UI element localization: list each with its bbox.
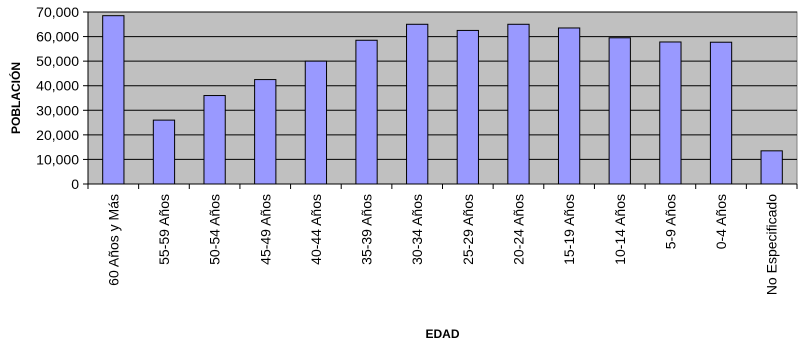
x-tick-label: No Especificado: [764, 194, 780, 295]
plot-area: [87, 11, 798, 185]
y-tick-label: 70,000: [36, 4, 79, 20]
bar: [709, 41, 733, 185]
bars: [102, 15, 783, 185]
y-tick-label: 50,000: [36, 53, 79, 69]
bar: [152, 119, 176, 185]
x-tick-label: 60 Años y Más: [105, 194, 121, 286]
y-tick-label: 60,000: [36, 29, 79, 45]
y-tick-label: 30,000: [36, 102, 79, 118]
x-tick-label: 20-24 Años: [510, 194, 526, 265]
bar: [557, 27, 581, 185]
bar: [355, 39, 378, 185]
bar: [659, 41, 682, 185]
bar: [760, 150, 783, 185]
bar: [608, 37, 631, 185]
x-axis-title: EDAD: [425, 327, 459, 341]
x-tick-label: 35-39 Años: [359, 194, 375, 265]
y-tick-label: 20,000: [36, 127, 79, 143]
bar: [406, 23, 429, 185]
bar: [102, 15, 125, 185]
y-tick-label: 10,000: [36, 151, 79, 167]
y-axis-title: POBLACIÓN: [8, 62, 23, 134]
y-tick-labels: 0 10,000 20,000 30,000 40,000 50,000 60,000 70,…: [36, 4, 88, 192]
x-tick-label: 5-9 Años: [662, 194, 678, 249]
y-tick-label: 40,000: [36, 78, 79, 94]
x-tick-labels: 60 Años y Más 55-59 Años 50-54 Años 45-49 A…: [87, 184, 798, 295]
y-tick-label: 0: [71, 176, 79, 192]
x-tick-label: 40-44 Años: [308, 194, 324, 265]
bar: [254, 79, 277, 185]
x-tick-label: 55-59 Años: [156, 194, 172, 265]
bar: [304, 60, 328, 185]
x-tick-label: 10-14 Años: [612, 194, 628, 265]
x-tick-label: 50-54 Años: [207, 194, 223, 265]
x-tick-label: 15-19 Años: [561, 194, 577, 265]
x-tick-label: 45-49 Años: [257, 194, 273, 265]
bar: [507, 23, 530, 185]
bar: [456, 29, 479, 185]
x-tick-label: 30-34 Años: [409, 194, 425, 265]
x-tick-label: 25-29 Años: [460, 194, 476, 265]
x-tick-label: 0-4 Años: [713, 194, 729, 249]
bar: [203, 95, 226, 185]
